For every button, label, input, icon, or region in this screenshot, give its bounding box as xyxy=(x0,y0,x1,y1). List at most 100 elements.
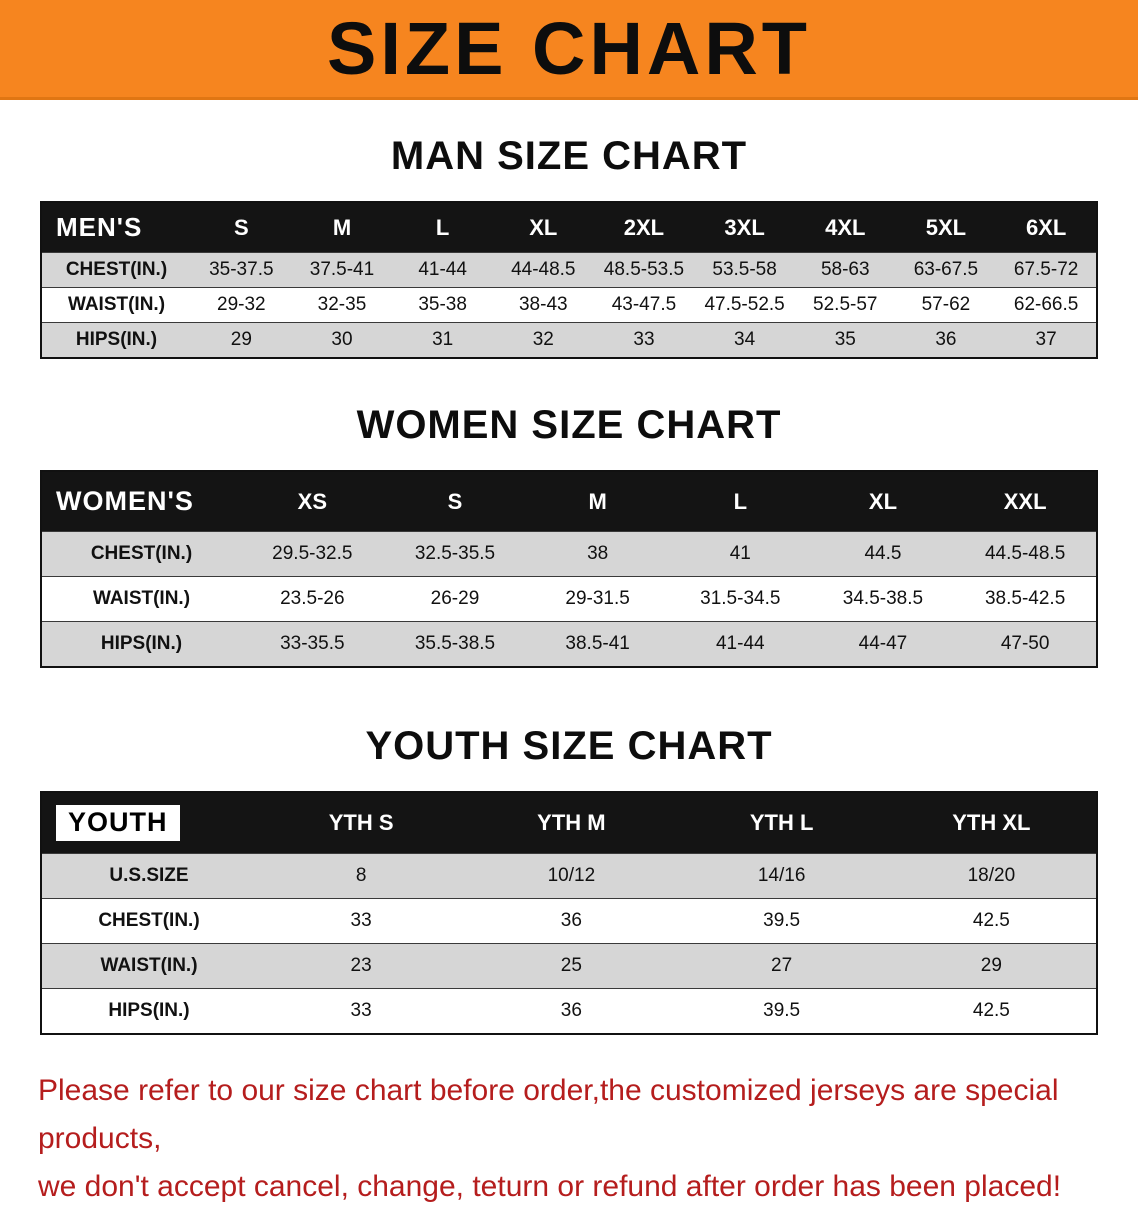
banner: SIZE CHART xyxy=(0,0,1138,100)
measurement-row: CHEST(IN.) 35-37.5 37.5-41 41-44 44-48.5 48.5… xyxy=(41,252,1097,288)
table-corner-label: MEN'S xyxy=(56,212,143,242)
measurement-row: WAIST(IN.) 29-32 32-35 35-38 38-43 43-47.5 47.… xyxy=(41,287,1097,323)
size-value-cell: 32 xyxy=(532,329,554,350)
size-value-cell: 8 xyxy=(355,865,367,886)
notice-line-2: we don't accept cancel, change, teturn o… xyxy=(38,1170,1062,1203)
size-column-header: YTH L xyxy=(749,810,814,835)
size-value-cell: 27 xyxy=(771,955,793,976)
size-value-cell: 33 xyxy=(633,329,655,350)
size-value-cell: 39.5 xyxy=(763,1000,801,1021)
size-column-header: M xyxy=(588,488,607,514)
size-value-cell: 32.5-35.5 xyxy=(414,543,496,564)
size-value-cell: 47.5-52.5 xyxy=(704,294,785,315)
measurement-row-label: HIPS(IN.) xyxy=(108,1000,190,1021)
measurement-row: HIPS(IN.) 33 36 39.5 42.5 xyxy=(41,988,1097,1034)
size-value-cell: 34.5-38.5 xyxy=(842,588,924,609)
size-value-cell: 29-32 xyxy=(217,294,266,315)
table-corner-cell: MEN'S xyxy=(41,202,191,253)
measurement-row: CHEST(IN.) 33 36 39.5 42.5 xyxy=(41,898,1097,944)
size-column-header: M xyxy=(332,214,352,240)
size-value-cell: 67.5-72 xyxy=(1013,259,1079,280)
section-women: WOMEN SIZE CHART WOMEN'S XS S M L XL XXL CHEST(… xyxy=(0,403,1138,668)
size-value-cell: 42.5 xyxy=(972,910,1010,931)
size-column-header: 5XL xyxy=(925,214,967,240)
size-value-cell: 29 xyxy=(980,955,1002,976)
notice-line-1: Please refer to our size chart before or… xyxy=(38,1074,1059,1155)
size-value-cell: 39.5 xyxy=(763,910,801,931)
measurement-row: U.S.SIZE 8 10/12 14/16 18/20 xyxy=(41,853,1097,899)
measurement-row-label: CHEST(IN.) xyxy=(98,910,200,931)
size-value-cell: 38-43 xyxy=(518,294,568,315)
size-value-cell: 37.5-41 xyxy=(309,259,375,280)
size-value-cell: 31 xyxy=(432,329,454,350)
size-value-cell: 38.5-42.5 xyxy=(984,588,1066,609)
size-column-header: YTH S xyxy=(328,810,394,835)
size-value-cell: 37 xyxy=(1035,329,1057,350)
size-value-cell: 38.5-41 xyxy=(565,633,630,654)
size-value-cell: 32-35 xyxy=(317,294,367,315)
size-column-header: S xyxy=(233,214,249,240)
size-value-cell: 35-38 xyxy=(418,294,467,315)
size-value-cell: 33 xyxy=(350,1000,372,1021)
measurement-row: HIPS(IN.) 33-35.5 35.5-38.5 38.5-41 41-44 44-… xyxy=(41,621,1097,667)
size-value-cell: 47-50 xyxy=(1000,633,1050,654)
size-value-cell: 31.5-34.5 xyxy=(700,588,781,609)
measurement-row-label: HIPS(IN.) xyxy=(75,329,158,350)
size-value-cell: 36 xyxy=(560,1000,582,1021)
size-value-cell: 53.5-58 xyxy=(712,259,777,280)
size-value-cell: 26-29 xyxy=(430,588,480,609)
measurement-row-label: U.S.SIZE xyxy=(109,865,189,886)
youth-section-heading: YOUTH SIZE CHART xyxy=(365,724,773,768)
size-value-cell: 43-47.5 xyxy=(611,294,677,315)
size-value-cell: 29-31.5 xyxy=(565,588,630,609)
size-value-cell: 44-48.5 xyxy=(511,259,576,280)
size-value-cell: 33-35.5 xyxy=(280,633,345,654)
size-value-cell: 25 xyxy=(560,955,582,976)
size-column-header: S xyxy=(447,488,463,514)
size-column-header: YTH XL xyxy=(952,810,1031,835)
table-corner-label: YOUTH xyxy=(56,805,180,841)
measurement-row-label: CHEST(IN.) xyxy=(65,259,168,280)
table-header-row: WOMEN'S XS S M L XL XXL xyxy=(41,471,1097,532)
section-men: MAN SIZE CHART MEN'S S M L XL 2XL 3XL 4XL 5XL 6XL… xyxy=(0,134,1138,359)
size-value-cell: 18/20 xyxy=(967,865,1016,886)
measurement-row-label: WAIST(IN.) xyxy=(92,588,191,609)
measurement-row: WAIST(IN.) 23.5-26 26-29 29-31.5 31.5-34.5 34… xyxy=(41,576,1097,622)
size-value-cell: 62-66.5 xyxy=(1013,294,1079,315)
table-header-row: MEN'S S M L XL 2XL 3XL 4XL 5XL 6XL xyxy=(41,202,1097,253)
size-column-header: 4XL xyxy=(825,214,866,240)
size-column-header: XL xyxy=(529,214,558,240)
women-size-table: WOMEN'S XS S M L XL XXL CHEST(IN.) 29.5-32.5 32.5… xyxy=(40,470,1098,668)
table-corner-label: WOMEN'S xyxy=(56,486,194,516)
size-value-cell: 36 xyxy=(560,910,582,931)
size-value-cell: 35 xyxy=(834,329,856,350)
youth-size-table: YOUTH YTH S YTH M YTH L YTH XL U.S.SIZE 8 10/12… xyxy=(40,791,1098,1035)
size-value-cell: 41-44 xyxy=(715,633,765,654)
men-size-table: MEN'S S M L XL 2XL 3XL 4XL 5XL 6XL CHEST(IN.) 35-37… xyxy=(40,201,1098,359)
measurement-row-label: WAIST(IN.) xyxy=(67,294,166,315)
size-column-header: XS xyxy=(297,488,327,514)
size-value-cell: 42.5 xyxy=(972,1000,1010,1021)
size-column-header: XL xyxy=(868,488,898,514)
measurement-row-label: CHEST(IN.) xyxy=(90,543,193,564)
size-value-cell: 23.5-26 xyxy=(280,588,345,609)
men-section-heading: MAN SIZE CHART xyxy=(390,134,748,178)
size-column-header: YTH M xyxy=(537,810,606,835)
table-corner-cell: WOMEN'S xyxy=(41,471,241,532)
size-value-cell: 44.5 xyxy=(864,543,902,564)
size-column-header: 3XL xyxy=(724,214,765,240)
table-corner-cell: YOUTH xyxy=(41,792,256,854)
size-column-header: L xyxy=(733,488,748,514)
size-value-cell: 63-67.5 xyxy=(913,259,979,280)
size-value-cell: 14/16 xyxy=(757,865,806,886)
size-value-cell: 30 xyxy=(331,329,353,350)
size-value-cell: 29.5-32.5 xyxy=(272,543,353,564)
size-column-header: 2XL xyxy=(623,214,665,240)
size-value-cell: 57-62 xyxy=(921,294,971,315)
size-column-header: 6XL xyxy=(1025,214,1067,240)
size-value-cell: 33 xyxy=(350,910,372,931)
size-column-header: XXL xyxy=(1003,488,1047,514)
size-value-cell: 52.5-57 xyxy=(813,294,878,315)
size-value-cell: 48.5-53.5 xyxy=(603,259,685,280)
